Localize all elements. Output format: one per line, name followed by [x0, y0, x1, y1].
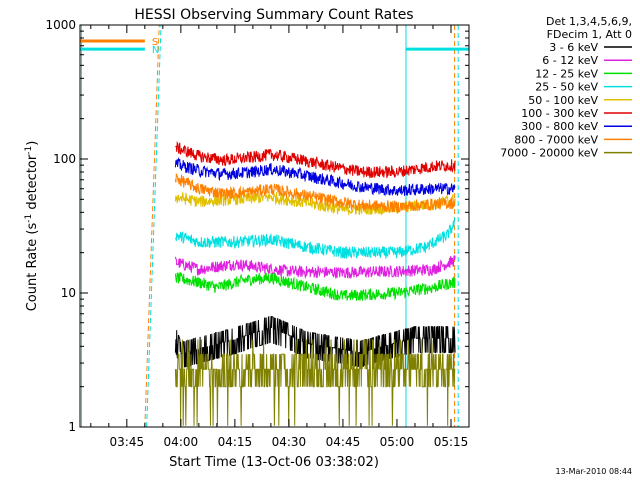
legend-label: 6 - 12 keV [542, 54, 598, 67]
legend: Det 1,3,4,5,6,9, FDecim 1, Att 0 3 - 6 k… [500, 15, 632, 160]
series-line-7 [174, 173, 456, 213]
series-line-2 [174, 271, 456, 302]
legend-label: 25 - 50 keV [535, 81, 598, 94]
legend-header-line2: FDecim 1, Att 0 [547, 28, 632, 41]
plot-frame [79, 24, 470, 428]
x-tick-label: 04:15 [218, 435, 253, 449]
y-axis-label-sup1: -1 [24, 214, 34, 223]
legend-label: 7000 - 20000 keV [500, 147, 598, 160]
legend-label: 300 - 800 keV [521, 120, 598, 133]
x-tick-label: 05:00 [380, 435, 415, 449]
y-tick-label: 1 [68, 420, 76, 434]
series-line-1 [174, 255, 456, 280]
series-layer [80, 25, 469, 427]
x-tick-label: 05:15 [434, 435, 469, 449]
legend-label: 100 - 300 keV [521, 107, 598, 120]
legend-label: 3 - 6 keV [549, 41, 598, 54]
x-tick-label: 04:00 [164, 435, 199, 449]
y-tick-label: 1000 [45, 18, 76, 32]
y-axis-label-main: Count Rate (s [25, 223, 40, 312]
legend-header-line1: Det 1,3,4,5,6,9, [546, 15, 632, 28]
y-tick-label: 100 [53, 152, 76, 166]
series-line-3 [174, 216, 456, 260]
y-tick-label: 10 [61, 286, 76, 300]
x-tick-label: 04:30 [272, 435, 307, 449]
y-axis-label: Count Rate (s-1 detector-1) [24, 141, 40, 312]
x-axis: 03:45 04:00 04:15 04:30 04:45 05:00 05:15 [90, 25, 470, 449]
legend-label: 50 - 100 keV [528, 94, 598, 107]
slant-marker-line [146, 25, 162, 427]
y-axis-label-sup2: -1 [24, 146, 34, 155]
legend-label: 800 - 7000 keV [514, 133, 598, 146]
y-axis: 1 10 100 1000 [45, 18, 469, 434]
y-axis-label-end: ) [25, 141, 40, 146]
flag-label: S [152, 37, 158, 48]
slant-marker-line [144, 25, 160, 427]
x-tick-label: 03:45 [110, 435, 145, 449]
series-line-5 [175, 140, 456, 179]
x-axis-label: Start Time (13-Oct-06 03:38:02) [169, 455, 379, 470]
flag-label: N [152, 45, 159, 56]
series-line-6 [174, 156, 456, 197]
chart-title: HESSI Observing Summary Count Rates [134, 7, 413, 23]
footer-date: 13-Mar-2010 08:44 [556, 467, 633, 476]
x-tick-label: 04:45 [326, 435, 361, 449]
y-axis-label-mid: detector [25, 154, 40, 214]
series-line-8 [174, 339, 456, 426]
legend-label: 12 - 25 keV [535, 67, 598, 80]
